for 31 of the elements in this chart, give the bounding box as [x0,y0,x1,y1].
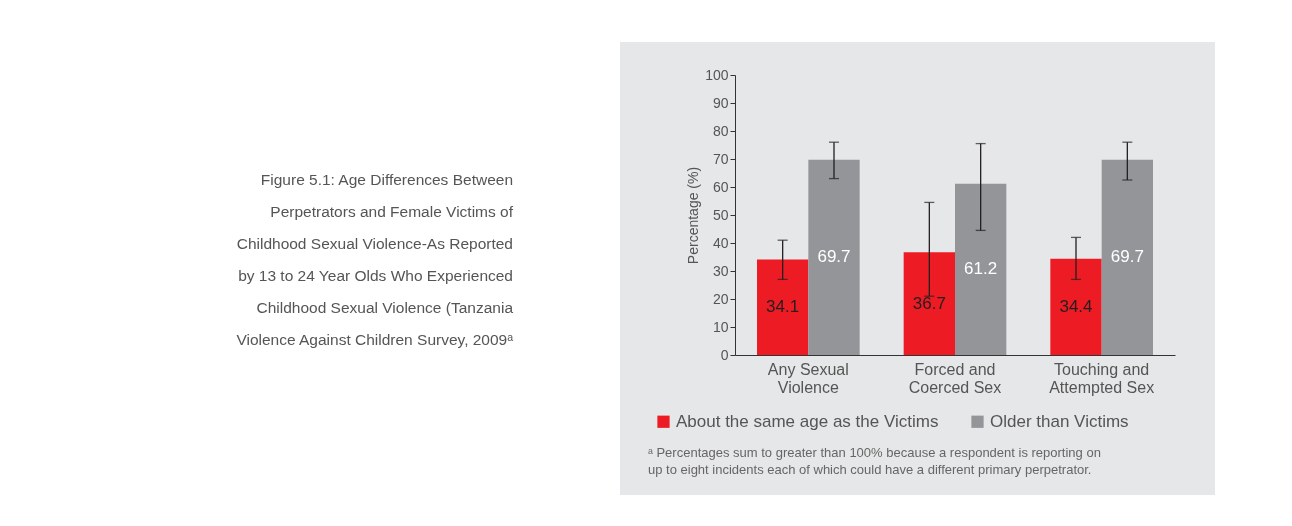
y-tick-label: 10 [712,318,729,335]
y-tick-label: 20 [712,290,729,307]
y-tick-label: 40 [712,234,729,251]
y-tick-label: 100 [705,66,729,83]
x-tick-label: Forced and Coerced Sex [908,360,1002,396]
text: Figure 5.1: Age Differences Between Perpetrators and Female Victims of Childhood Sexual Violence-As Reported by 13 to 24 Year Olds Who Experienced Childhood Sexual Violence (Tanzania Violence Against Children Survey, 2009ᵃ [236,171,514,348]
data-label: 69.7 [1110,247,1144,267]
data-label: 36.7 [912,293,946,313]
y-tick-label: 50 [712,206,729,223]
x-tick-label: Touching and Attempted Sex [1049,360,1155,396]
data-label: 34.4 [1059,296,1093,316]
y-tick-label: 30 [712,262,729,279]
y-tick-label: 80 [712,122,729,139]
y-tick-label: 70 [712,150,729,167]
bar [808,159,860,355]
data-label: 69.7 [817,247,851,267]
data-label: 34.1 [766,297,800,317]
bar [955,183,1007,355]
y-axis-title: Percentage (%) [685,166,702,265]
bar [757,259,809,355]
legend-label: Older than Victims [990,411,1129,431]
legend-label: About the same age as the Victims [676,411,939,431]
text: ᵃ Percentages sum to greater than 100% because a respondent is reporting on up to eight incidents each of which could have a different primary perpetrator. [648,445,1101,477]
x-tick-label: Any Sexual Violence [767,360,849,396]
y-tick-label: 0 [720,346,729,363]
data-label: 61.2 [964,259,998,279]
bar [903,252,955,355]
bar [1050,258,1102,355]
y-tick-label: 60 [712,178,729,195]
bar [1101,159,1153,355]
y-tick-label: 90 [712,94,729,111]
